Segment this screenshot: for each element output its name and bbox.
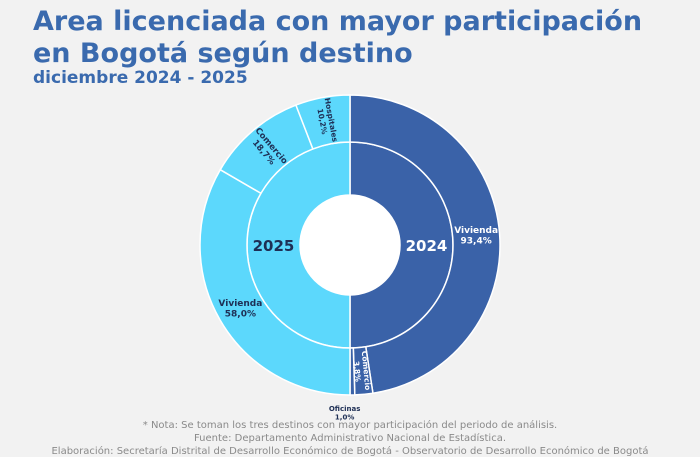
svg-text:93,4%: 93,4% xyxy=(461,237,492,247)
svg-text:58,0%: 58,0% xyxy=(225,310,256,320)
footer-credit: Elaboración: Secretaría Distrital de Des… xyxy=(51,446,649,457)
svg-text:1,0%: 1,0% xyxy=(335,414,354,422)
chart-title: Area licenciada con mayor participación … xyxy=(33,6,643,69)
chart-subtitle: diciembre 2024 - 2025 xyxy=(33,68,248,88)
svg-text:Comercio: Comercio xyxy=(360,350,373,390)
svg-text:Vivienda: Vivienda xyxy=(454,226,498,236)
outer-slice-2025-hospitales xyxy=(294,94,351,150)
footer-source: Fuente: Departamento Administrativo Naci… xyxy=(193,433,507,444)
svg-text:Vivienda: Vivienda xyxy=(218,299,262,309)
center-hole xyxy=(300,195,400,295)
outer-slice-2025-vivienda xyxy=(199,168,351,396)
svg-text:3,8%: 3,8% xyxy=(352,361,363,383)
outer-slice-2024-vivienda xyxy=(349,94,501,395)
footer-note: * Nota: Se toman los tres destinos con m… xyxy=(142,420,558,431)
year-label-2024: 2024 xyxy=(406,237,448,255)
svg-text:Oficinas: Oficinas xyxy=(329,405,361,413)
year-label-2025: 2025 xyxy=(253,237,295,255)
